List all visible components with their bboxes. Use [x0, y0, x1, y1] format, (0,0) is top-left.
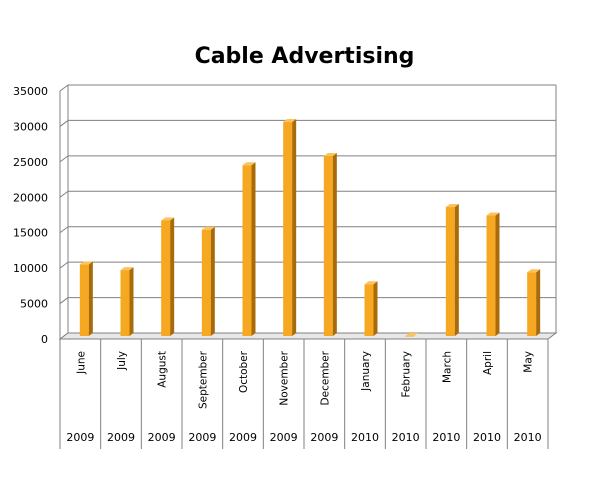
gridline-depth: [59, 155, 69, 163]
x-tick-label-year: 2009: [270, 431, 298, 444]
x-tick-label-month: March: [441, 351, 453, 383]
gridline-depth: [59, 297, 69, 304]
bar-top: [120, 267, 134, 271]
bar: [527, 269, 541, 336]
x-tick-label-year: 2009: [107, 431, 135, 444]
bar-top: [323, 153, 337, 157]
x-tick-label-year: 2009: [310, 431, 338, 444]
bar: [405, 333, 419, 337]
bar-top: [364, 281, 378, 285]
x-tick-label-month: September: [197, 350, 209, 409]
bar-front: [323, 156, 333, 336]
bar-front: [486, 215, 496, 336]
bar: [161, 217, 175, 336]
y-tick-label: 0: [41, 333, 48, 346]
bar: [445, 204, 459, 336]
bar-top: [242, 162, 256, 166]
gridline-depth: [59, 226, 69, 234]
bar-side: [170, 217, 175, 336]
bar: [79, 261, 93, 336]
y-tick-label: 5000: [20, 298, 48, 311]
bar-side: [292, 119, 297, 336]
bar-top: [201, 226, 215, 230]
gridline-depth: [59, 261, 69, 269]
bar-top: [445, 204, 459, 208]
bar-front: [405, 336, 415, 337]
bar-side: [251, 162, 256, 336]
bar: [486, 212, 500, 336]
x-tick-label-year: 2010: [432, 431, 460, 444]
bar-top: [161, 217, 175, 221]
bar-top: [486, 212, 500, 216]
bar-front: [283, 122, 293, 336]
bar-front: [120, 270, 130, 336]
bar-side: [495, 212, 500, 336]
x-tick-label-month: August: [157, 351, 169, 388]
bar: [201, 226, 215, 336]
bar-top: [527, 269, 541, 273]
y-tick-label: 30000: [13, 120, 48, 133]
x-tick-label-year: 2009: [148, 431, 176, 444]
bar-front: [527, 272, 537, 336]
bar: [283, 119, 297, 336]
x-tick-label-month: April: [482, 351, 494, 375]
y-tick-label: 25000: [13, 156, 48, 169]
bar-side: [332, 153, 337, 336]
x-tick-label-year: 2010: [392, 431, 420, 444]
x-tick-label-month: November: [279, 350, 291, 405]
bar-front: [445, 207, 455, 336]
x-tick-label-year: 2010: [514, 431, 542, 444]
x-tick-label-month: February: [401, 351, 413, 398]
x-tick-label-month: July: [116, 351, 128, 371]
bar-front: [79, 264, 89, 336]
x-tick-label-year: 2009: [66, 431, 94, 444]
bar: [323, 153, 337, 336]
bar-side: [129, 267, 134, 336]
chart-title: Cable Advertising: [194, 44, 415, 69]
x-tick-label-year: 2009: [188, 431, 216, 444]
x-tick-label-month: December: [319, 350, 331, 405]
bar-side: [88, 261, 93, 336]
bar-front: [364, 284, 374, 336]
y-tick-label: 15000: [13, 227, 48, 240]
x-tick-label-year: 2009: [229, 431, 257, 444]
y-tick-label: 35000: [13, 85, 48, 98]
gridline-depth: [59, 84, 69, 92]
x-tick-label-year: 2010: [351, 431, 379, 444]
bar: [242, 162, 256, 336]
x-tick-label-year: 2010: [473, 431, 501, 444]
bar-top: [405, 333, 419, 336]
bar-side: [454, 204, 459, 336]
y-tick-label: 20000: [13, 191, 48, 204]
gridline-depth: [59, 190, 69, 198]
x-tick-label-month: May: [523, 351, 535, 373]
bar: [120, 267, 134, 336]
bar-front: [161, 220, 171, 336]
bar-front: [201, 229, 211, 336]
bar: [364, 281, 378, 336]
bar-top: [283, 119, 297, 123]
y-tick-label: 10000: [13, 262, 48, 275]
bar-side: [536, 269, 541, 336]
bar-side: [210, 226, 215, 336]
x-tick-label-month: June: [75, 351, 87, 375]
chart-floor: [58, 332, 558, 340]
x-tick-label-month: October: [238, 350, 250, 393]
x-tick-label-month: January: [360, 351, 372, 392]
bar-top: [79, 261, 93, 265]
bar-front: [242, 165, 252, 336]
bar-side: [373, 281, 378, 336]
gridline-depth: [59, 120, 69, 127]
